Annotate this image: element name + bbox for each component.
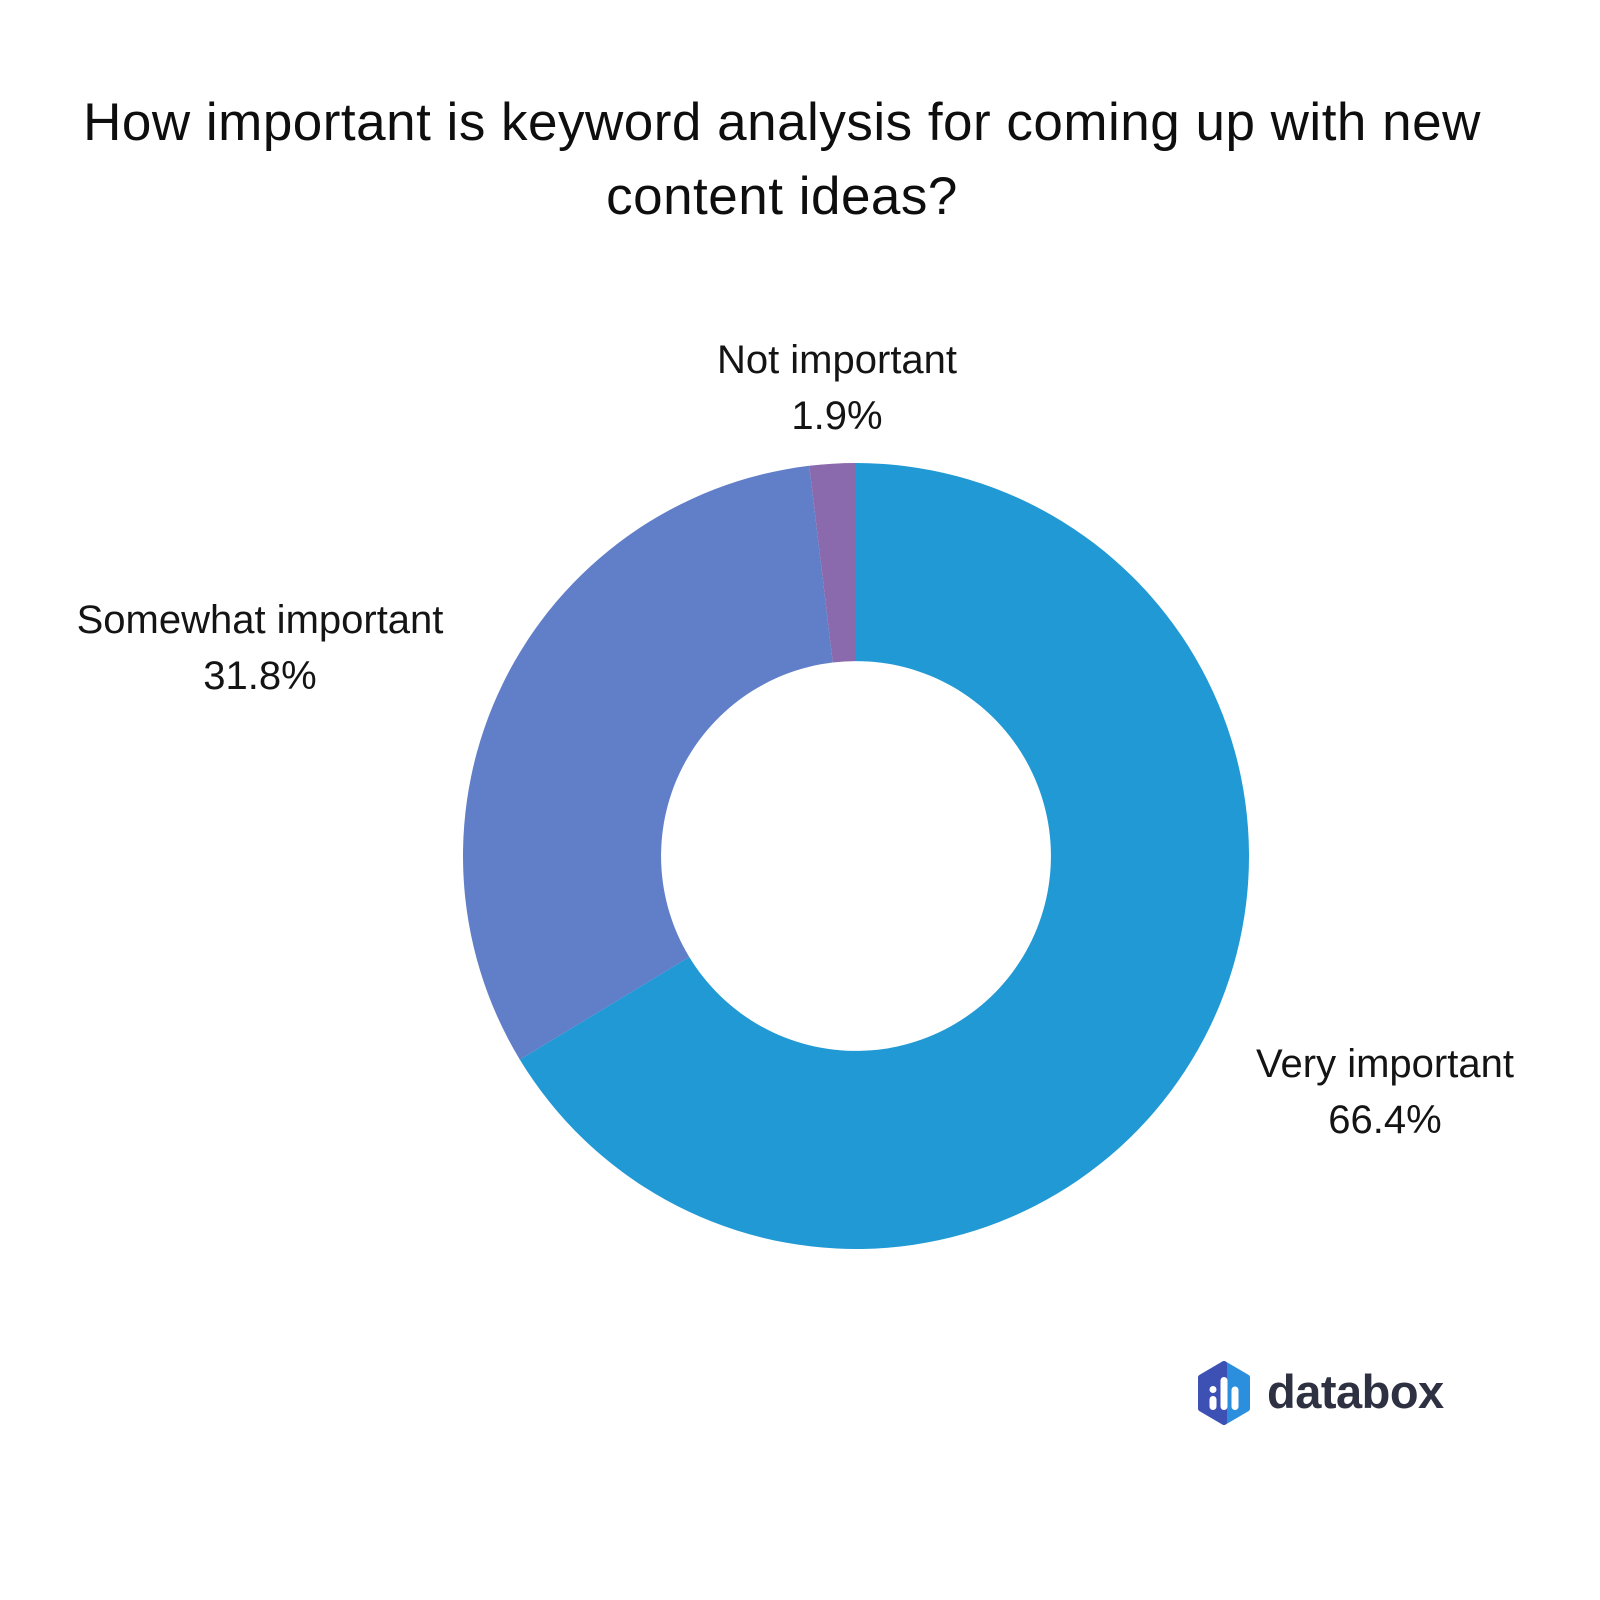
chart-title: How important is keyword analysis for co…	[83, 93, 1481, 226]
databox-logo-text: databox	[1267, 1364, 1444, 1418]
logo-bars	[1209, 1377, 1239, 1410]
slice-label-text: Somewhat important	[76, 598, 444, 642]
donut-chart	[462, 463, 1249, 1249]
slice-label-somewhat-important: Somewhat important 31.8%	[10, 592, 510, 704]
donut-segment-somewhat-important	[462, 465, 833, 1060]
slice-label-percent: 1.9%	[791, 394, 883, 438]
donut-chart-area	[456, 456, 1256, 1256]
donut-segment-very-important	[519, 463, 1249, 1249]
donut-segment-not-important	[809, 463, 856, 663]
slice-label-not-important: Not important 1.9%	[587, 332, 1087, 444]
slice-label-very-important: Very important 66.4%	[1135, 1036, 1600, 1148]
databox-logo: databox	[1196, 1358, 1444, 1428]
slice-label-text: Very important	[1256, 1042, 1514, 1086]
slice-label-percent: 66.4%	[1328, 1098, 1442, 1142]
slice-label-text: Not important	[716, 338, 958, 382]
databox-hexagon-bar-chart-icon	[1198, 1361, 1250, 1425]
slice-label-percent: 31.8%	[203, 654, 317, 698]
